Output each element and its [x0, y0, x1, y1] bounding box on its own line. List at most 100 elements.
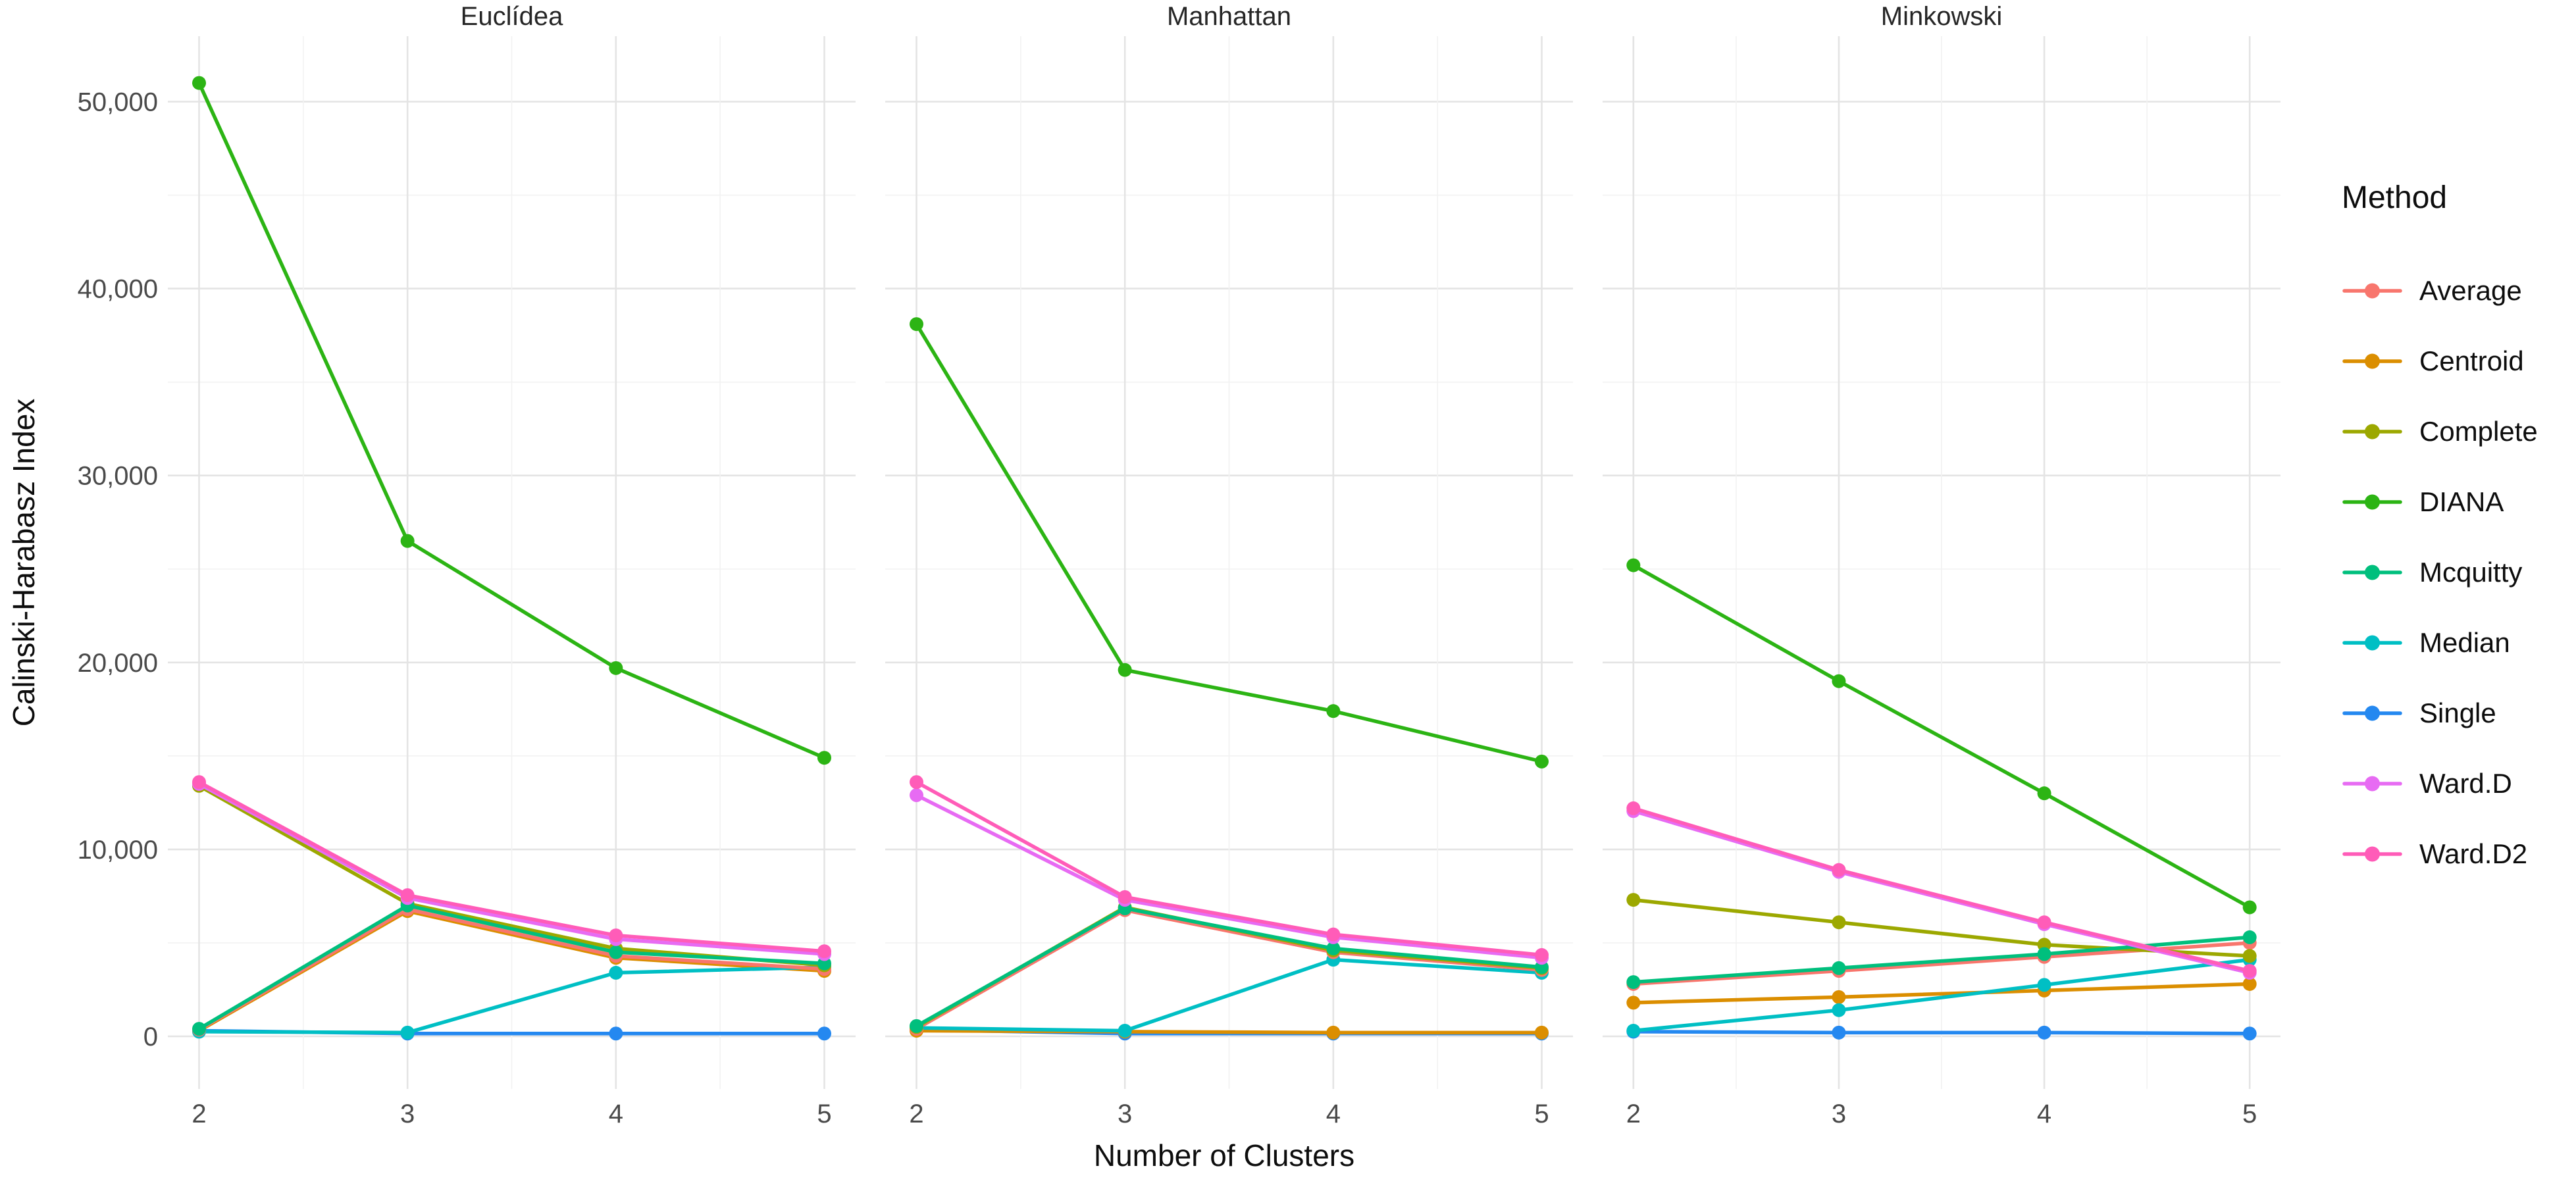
data-point-ward.d2 [1326, 927, 1341, 942]
data-point-ward.d2 [609, 928, 623, 943]
series-line-diana [914, 322, 1544, 764]
data-point-mcquitty [192, 1022, 206, 1036]
legend: Average Centroid Complete DIANA Mcquitty Medi… [2342, 275, 2538, 869]
series-line-ward.d [1632, 809, 2252, 975]
data-point-diana [1535, 754, 1549, 769]
legend-label: Ward.D [2419, 768, 2512, 799]
x-tick-label: 2 [192, 1099, 206, 1128]
series-line-ward.d [197, 782, 827, 956]
data-point-single [817, 1026, 831, 1041]
legend-label: Complete [2419, 416, 2538, 447]
labels-layer: Euclídea 2 3 4 5 Manhattan 2 3 4 5 Minkowski 2 3 4 5 0 1… [78, 2, 2257, 1128]
series-line-ward.d2 [197, 780, 827, 953]
data-point-diana [609, 661, 623, 675]
data-point-diana [2242, 900, 2257, 915]
data-point-ward.d2 [1118, 890, 1132, 904]
data-point-diana [910, 317, 923, 332]
x-tick-label: 4 [2037, 1099, 2051, 1128]
data-point-mcquitty [1832, 961, 1846, 975]
legend-label: Centroid [2419, 345, 2524, 376]
series-line-mcquitty [914, 906, 1544, 1028]
series-line-ward.d2 [914, 780, 1544, 957]
legend-entry-ward.d2: Ward.D2 [2342, 838, 2527, 869]
legend-swatch-point-icon [2365, 283, 2380, 299]
data-point-median [1118, 1023, 1132, 1038]
data-point-median [2037, 978, 2051, 992]
legend-entry-ward.d: Ward.D [2342, 768, 2512, 799]
data-point-centroid [1535, 1025, 1549, 1040]
legend-label: DIANA [2419, 486, 2504, 517]
legend-swatch-point-icon [2365, 635, 2380, 651]
legend-entry-diana: DIANA [2342, 486, 2504, 517]
series-line-ward.d [914, 793, 1544, 960]
data-point-median [400, 1025, 415, 1040]
data-point-complete [1832, 915, 1846, 930]
legend-label: Median [2419, 627, 2510, 658]
series-line-centroid [1632, 982, 2252, 1005]
y-tick-label: 50,000 [78, 88, 158, 117]
data-point-ward.d2 [1832, 863, 1846, 877]
series-line-centroid [914, 1028, 1544, 1035]
data-point-ward.d2 [400, 888, 415, 903]
data-point-complete [1626, 893, 1641, 907]
y-tick-label: 10,000 [78, 836, 158, 865]
legend-swatch-point-icon [2365, 565, 2380, 580]
data-point-ward.d2 [2037, 915, 2051, 930]
legend-label: Mcquitty [2419, 557, 2522, 588]
x-tick-label: 3 [1118, 1099, 1132, 1128]
series-line-mcquitty [197, 903, 827, 1031]
data-point-mcquitty [1326, 941, 1341, 955]
series-line-diana [197, 81, 827, 760]
data-point-mcquitty [1626, 975, 1641, 990]
data-point-diana [1832, 674, 1846, 688]
data-point-ward.d2 [817, 944, 831, 959]
data-point-mcquitty [910, 1019, 923, 1033]
data-point-complete [2242, 949, 2257, 963]
x-tick-label: 3 [400, 1099, 415, 1128]
data-point-ward.d2 [2242, 964, 2257, 978]
legend-swatch-point-icon [2365, 776, 2380, 792]
data-point-single [609, 1026, 623, 1041]
panel-title-euclídea: Euclídea [461, 2, 563, 31]
legend-swatch-point-icon [2365, 846, 2380, 862]
series-line-median [914, 957, 1544, 1033]
y-tick-label: 0 [143, 1023, 158, 1051]
legend-swatch-point-icon [2365, 353, 2380, 369]
series-line-diana [1632, 563, 2252, 909]
series-line-median [1632, 957, 2252, 1033]
data-point-centroid [1832, 990, 1846, 1004]
x-tick-label: 5 [817, 1099, 831, 1128]
data-point-mcquitty [609, 945, 623, 959]
y-tick-label: 30,000 [78, 462, 158, 491]
y-axis-title: Calinski-Harabasz Index [7, 399, 41, 727]
legend-label: Single [2419, 697, 2496, 728]
legend-entry-single: Single [2342, 697, 2496, 728]
data-point-single [2037, 1025, 2051, 1040]
data-point-diana [400, 534, 415, 548]
series-line-complete [1632, 897, 2252, 958]
data-point-diana [1626, 558, 1641, 572]
data-point-mcquitty [2037, 947, 2051, 961]
legend-entry-mcquitty: Mcquitty [2342, 557, 2522, 588]
y-tick-label: 20,000 [78, 649, 158, 678]
data-point-diana [1326, 704, 1341, 719]
panel-title-manhattan: Manhattan [1167, 2, 1291, 31]
data-point-diana [2037, 786, 2051, 801]
y-tick-label: 40,000 [78, 275, 158, 304]
legend-label: Average [2419, 275, 2522, 306]
data-point-single [1832, 1025, 1846, 1040]
x-tick-label: 2 [1626, 1099, 1641, 1128]
x-tick-label: 4 [1326, 1099, 1341, 1128]
data-point-median [1832, 1003, 1846, 1017]
legend-label: Ward.D2 [2419, 838, 2527, 869]
legend-title: Method [2342, 180, 2447, 215]
data-point-single [2242, 1026, 2257, 1041]
x-axis-title: Number of Clusters [1094, 1138, 1354, 1173]
x-tick-label: 2 [909, 1099, 923, 1128]
x-tick-label: 4 [609, 1099, 623, 1128]
series-line-average [914, 908, 1544, 1031]
legend-entry-centroid: Centroid [2342, 345, 2524, 376]
legend-swatch-point-icon [2365, 494, 2380, 510]
data-point-ward.d2 [910, 775, 923, 790]
data-point-diana [817, 751, 831, 765]
